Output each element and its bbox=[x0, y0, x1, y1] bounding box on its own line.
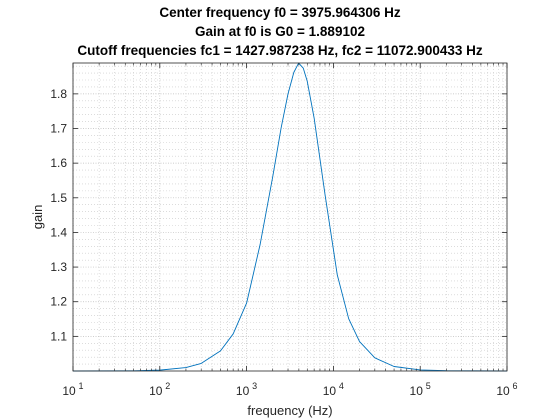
x-tick-label-exponent: 4 bbox=[339, 381, 344, 391]
plot-area bbox=[73, 63, 507, 371]
x-axis-label: frequency (Hz) bbox=[247, 403, 332, 418]
x-tick-label: 10 bbox=[496, 384, 510, 398]
series-layer bbox=[72, 62, 508, 372]
y-tick-label: 1.4 bbox=[50, 225, 67, 239]
x-tick-label: 10 bbox=[236, 384, 250, 398]
y-axis-label: gain bbox=[30, 205, 45, 230]
x-tick-label-exponent: 6 bbox=[512, 381, 517, 391]
x-tick-label-exponent: 5 bbox=[426, 381, 431, 391]
plot-box bbox=[72, 62, 508, 372]
y-tick-label: 1.3 bbox=[50, 260, 67, 274]
y-tick-label: 1.7 bbox=[50, 122, 67, 136]
x-tick-label-exponent: 3 bbox=[252, 381, 257, 391]
x-tick-label: 10 bbox=[323, 384, 337, 398]
y-tick-label: 1.2 bbox=[50, 295, 67, 309]
y-tick-labels: 1.1 1.2 1.3 1.4 1.5 1.6 1.7 1.8 bbox=[50, 87, 67, 343]
y-tick-label: 1.5 bbox=[50, 191, 67, 205]
y-tick-label: 1.6 bbox=[50, 156, 67, 170]
tick-marks bbox=[72, 63, 508, 371]
gain-series-line bbox=[72, 62, 508, 372]
chart-title-line-2: Gain at f0 is G0 = 1.889102 bbox=[195, 24, 365, 39]
y-tick-label: 1.8 bbox=[50, 87, 67, 101]
x-tick-label-exponent: 1 bbox=[78, 381, 83, 391]
x-tick-label-exponent: 2 bbox=[165, 381, 170, 391]
x-tick-label: 10 bbox=[62, 384, 76, 398]
chart-title-line-3: Cutoff frequencies fc1 = 1427.987238 Hz,… bbox=[77, 43, 483, 58]
y-tick-label: 1.1 bbox=[50, 329, 67, 343]
minor-grid bbox=[73, 63, 507, 371]
x-tick-label: 10 bbox=[149, 384, 163, 398]
chart-title-line-1: Center frequency f0 = 3975.964306 Hz bbox=[159, 5, 401, 20]
x-tick-labels: 10 1 10 2 10 3 10 4 10 5 10 6 bbox=[62, 381, 517, 398]
x-tick-label: 10 bbox=[410, 384, 424, 398]
